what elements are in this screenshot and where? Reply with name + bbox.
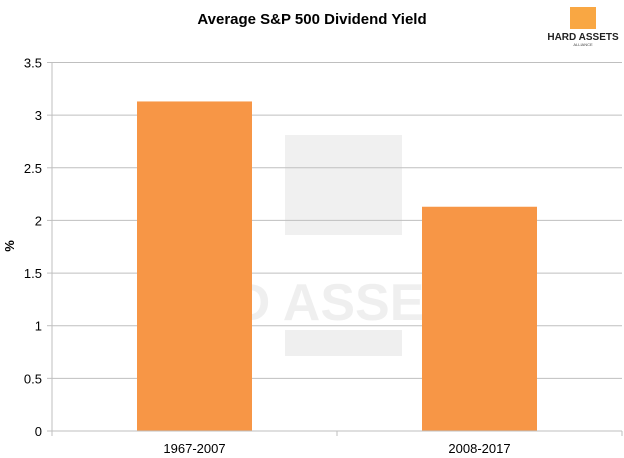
y-tick-label: 0 [35, 424, 42, 439]
y-tick-label: 2.5 [24, 161, 42, 176]
y-tick-label: 1.5 [24, 266, 42, 281]
bar [422, 206, 537, 431]
bar [137, 101, 252, 431]
x-tick-label: 2008-2017 [448, 441, 510, 456]
x-tick-label: 1967-2007 [163, 441, 225, 456]
chart-title: Average S&P 500 Dividend Yield [197, 11, 426, 28]
y-tick-label: 3.5 [24, 56, 42, 71]
y-tick-label: 2 [35, 213, 42, 228]
y-tick-label: 0.5 [24, 371, 42, 386]
y-axis-label: % [2, 240, 17, 252]
y-tick-label: 1 [35, 319, 42, 334]
svg-text:ALLIANCE: ALLIANCE [573, 42, 593, 47]
logo: HARD ASSETS ALLIANCE [547, 7, 619, 47]
svg-text:HARD ASSETS: HARD ASSETS [547, 32, 619, 43]
y-tick-label: 3 [35, 108, 42, 123]
